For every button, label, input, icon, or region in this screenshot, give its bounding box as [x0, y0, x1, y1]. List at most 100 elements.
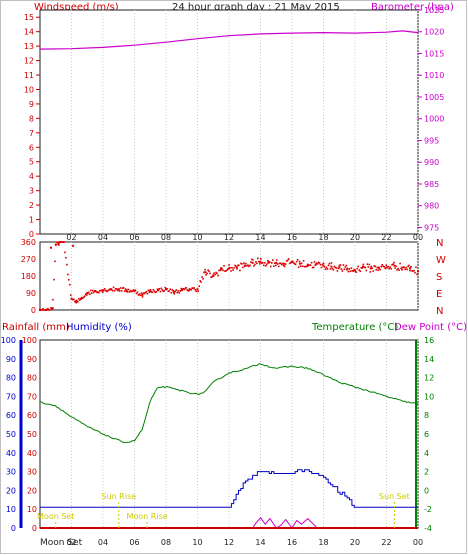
wind-dir-point	[401, 269, 403, 271]
wind-dir-point	[304, 265, 307, 268]
wind-dir-point	[133, 289, 136, 291]
wind-dir-point	[50, 246, 52, 249]
wind-dir-point	[403, 266, 405, 268]
wind-dir-point	[228, 267, 230, 270]
wind-dir-point	[136, 291, 139, 294]
wind-dir-point	[300, 262, 303, 265]
wind-dir-point	[86, 292, 89, 295]
y-tick-label-wind: 2	[29, 201, 34, 210]
wind-dir-point	[219, 269, 221, 271]
y-tick-label-baro: 1005	[424, 93, 444, 102]
wind-dir-point	[234, 264, 236, 267]
wind-dir-point	[285, 260, 288, 262]
y-tick-label-baro: 990	[424, 158, 439, 167]
compass-label: N	[436, 238, 443, 249]
wind-dir-point	[410, 265, 412, 268]
wind-dir-point	[346, 267, 349, 270]
wind-dir-point	[323, 266, 326, 268]
wind-dir-point	[306, 265, 309, 267]
wind-dir-point	[348, 268, 351, 270]
wind-dir-point	[352, 270, 355, 272]
wind-dir-point	[391, 264, 393, 266]
wind-dir-point	[330, 262, 333, 264]
wind-dir-point	[106, 290, 109, 292]
y-tick-label-wind: 13	[24, 42, 34, 51]
wind-dir-point	[95, 291, 98, 294]
y-tick-label-rain: 90	[6, 355, 16, 364]
wind-dir-point	[357, 265, 360, 268]
wind-dir-point	[247, 264, 249, 266]
wind-dir-point	[408, 264, 410, 267]
wind-dir-point	[46, 308, 48, 311]
wind-dir-point	[286, 259, 289, 262]
wind-dir-point	[41, 309, 43, 311]
annotation-label: Sun Set	[379, 492, 410, 501]
wind-dir-point	[275, 264, 277, 267]
wind-dir-point	[394, 267, 396, 269]
wind-dir-point	[314, 264, 317, 266]
wind-dir-point	[212, 275, 215, 277]
wind-dir-point	[371, 267, 373, 269]
y-tick-label-humidity: 30	[27, 468, 37, 477]
wind-dir-point	[315, 262, 318, 264]
x-tick-label: 08	[161, 233, 171, 242]
wind-dir-point	[379, 268, 381, 271]
wind-dir-point	[157, 288, 160, 290]
wind-dir-point	[316, 263, 319, 265]
wind-dir-point	[349, 270, 352, 273]
wind-dir-point	[210, 276, 212, 279]
wind-dir-point	[134, 289, 137, 292]
wind-dir-point	[113, 289, 116, 292]
x-tick-label: 14	[255, 538, 265, 547]
wind-dir-point	[76, 299, 78, 302]
wind-dir-point	[277, 265, 280, 268]
wind-dir-point	[333, 265, 336, 268]
wind-dir-point	[220, 267, 222, 269]
wind-dir-point	[65, 256, 67, 259]
wind-dir-point	[361, 265, 364, 268]
wind-dir-point	[369, 267, 372, 270]
wind-dir-point	[60, 241, 62, 243]
y-tick-label-wind: 6	[29, 143, 34, 152]
wind-dir-point	[235, 266, 238, 269]
wind-dir-point	[240, 262, 242, 265]
wind-dir-point	[226, 269, 228, 271]
wind-dir-point	[201, 276, 203, 278]
wind-dir-point	[172, 290, 175, 292]
wind-dir-point	[93, 290, 96, 292]
y-tick-label-temperature: 4	[424, 449, 429, 458]
wind-dir-point	[340, 268, 343, 270]
wind-dir-point	[372, 270, 374, 272]
wind-dir-point	[280, 263, 283, 266]
wind-dir-point	[398, 269, 400, 271]
wind-dir-point	[290, 261, 293, 263]
wind-dir-point	[91, 289, 94, 292]
wind-dir-point	[74, 300, 76, 303]
wind-dir-point	[334, 266, 337, 269]
wind-dir-point	[298, 262, 301, 265]
wind-dir-point	[97, 291, 100, 294]
y-tick-label-rain: 40	[6, 449, 16, 458]
x-tick-label: 12	[224, 233, 234, 242]
wind-dir-point	[180, 287, 183, 290]
wind-dir-point	[48, 309, 50, 311]
wind-dir-point	[152, 288, 155, 291]
wind-dir-point	[109, 289, 112, 291]
wind-dir-point	[283, 262, 286, 265]
wind-dir-point	[351, 270, 354, 272]
wind-dir-point	[343, 268, 346, 270]
y-tick-label-temperature: 16	[424, 336, 434, 345]
wind-dir-point	[56, 241, 58, 243]
x-tick-label: 20	[350, 538, 360, 547]
wind-dir-point	[128, 291, 131, 293]
wind-dir-point	[245, 262, 247, 265]
wind-dir-point	[209, 272, 211, 275]
wind-dir-point	[373, 265, 375, 267]
wind-dir-point	[377, 269, 379, 271]
wind-dir-point	[168, 290, 171, 292]
wind-dir-point	[58, 244, 60, 246]
wind-dir-point	[221, 267, 223, 270]
wind-dir-point	[328, 262, 331, 265]
x-tick-label: 10	[192, 538, 202, 547]
wind-dir-point	[155, 291, 158, 293]
